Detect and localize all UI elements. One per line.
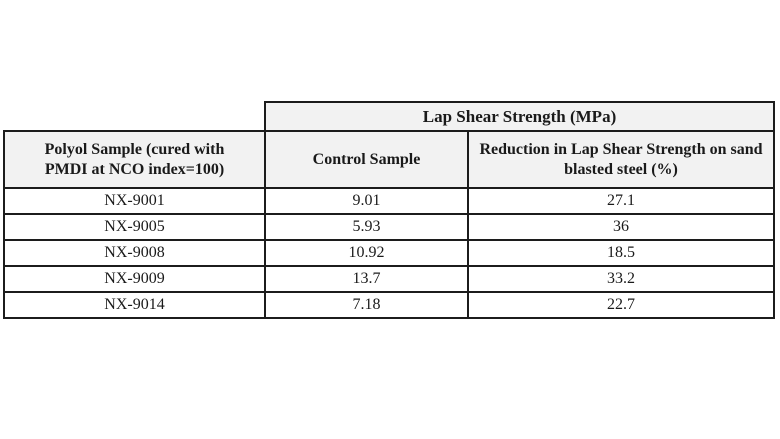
cell-reduction-value: 18.5 <box>467 239 775 267</box>
lap-shear-strength-table: Lap Shear Strength (MPa) Polyol Sample (… <box>3 101 775 319</box>
table-row: NX-9001 9.01 27.1 <box>3 187 775 215</box>
cell-sample-name: NX-9005 <box>3 213 266 241</box>
cell-control-value: 5.93 <box>264 213 469 241</box>
cell-sample-name: NX-9008 <box>3 239 266 267</box>
empty-corner-cell <box>4 102 265 131</box>
cell-control-value: 13.7 <box>264 265 469 293</box>
cell-sample-name: NX-9001 <box>3 187 266 215</box>
table-row: NX-9014 7.18 22.7 <box>3 291 775 319</box>
cell-reduction-value: 22.7 <box>467 291 775 319</box>
cell-sample-name: NX-9009 <box>3 265 266 293</box>
cell-control-value: 10.92 <box>264 239 469 267</box>
cell-sample-name: NX-9014 <box>3 291 266 319</box>
table-row: NX-9009 13.7 33.2 <box>3 265 775 293</box>
span-header-lap-shear-strength: Lap Shear Strength (MPa) <box>264 101 775 132</box>
cell-control-value: 7.18 <box>264 291 469 319</box>
span-header-row: Lap Shear Strength (MPa) <box>4 101 775 132</box>
cell-reduction-value: 33.2 <box>467 265 775 293</box>
cell-reduction-value: 36 <box>467 213 775 241</box>
table-row: NX-9008 10.92 18.5 <box>3 239 775 267</box>
column-header-reduction: Reduction in Lap Shear Strength on sand … <box>467 130 775 189</box>
column-header-control-sample: Control Sample <box>264 130 469 189</box>
table-row: NX-9005 5.93 36 <box>3 213 775 241</box>
column-header-polyol-sample: Polyol Sample (cured with PMDI at NCO in… <box>3 130 266 189</box>
column-header-row: Polyol Sample (cured with PMDI at NCO in… <box>3 130 775 189</box>
cell-control-value: 9.01 <box>264 187 469 215</box>
cell-reduction-value: 27.1 <box>467 187 775 215</box>
